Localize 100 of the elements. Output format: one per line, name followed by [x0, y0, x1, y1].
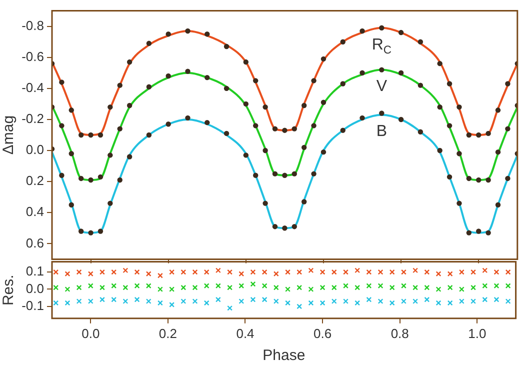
point: [253, 78, 258, 84]
point: [398, 116, 404, 122]
point: [59, 172, 64, 178]
point: [486, 230, 491, 236]
point: [253, 172, 258, 178]
point: [412, 284, 418, 290]
y-tick-label: -0.6: [22, 48, 44, 64]
point: [301, 199, 307, 204]
point: [389, 300, 395, 306]
point: [446, 81, 452, 86]
y-tick-label: -0.4: [22, 80, 44, 96]
point: [53, 269, 59, 275]
point: [185, 115, 190, 121]
point: [98, 228, 104, 234]
point: [301, 102, 307, 108]
series-label: B: [376, 123, 387, 140]
y-tick-label: 0.2: [26, 173, 44, 188]
point: [272, 171, 278, 176]
y-tick-label: 0.4: [26, 204, 44, 220]
point: [296, 284, 302, 290]
point: [282, 226, 288, 231]
y-tick-label: 0.0: [26, 280, 44, 296]
point: [482, 268, 488, 274]
point: [378, 269, 384, 275]
point: [166, 31, 171, 37]
point: [458, 269, 464, 275]
point: [273, 284, 279, 290]
point: [389, 284, 395, 290]
point: [250, 269, 256, 275]
point: [340, 39, 346, 44]
point: [320, 300, 326, 306]
point: [320, 100, 326, 105]
y-axis-title: Res.: [0, 274, 18, 306]
point: [400, 298, 406, 304]
point: [424, 284, 430, 290]
x-tick-label: 0.0: [82, 326, 100, 341]
point: [273, 271, 279, 277]
point: [308, 286, 314, 292]
point: [292, 171, 297, 176]
point: [418, 82, 424, 88]
point: [466, 132, 472, 138]
point: [238, 298, 244, 304]
point: [146, 298, 152, 304]
point: [424, 296, 430, 302]
point: [262, 200, 268, 206]
point: [253, 123, 258, 128]
point: [76, 284, 82, 290]
point: [486, 130, 491, 136]
point: [146, 271, 152, 277]
point: [412, 298, 418, 304]
point: [53, 300, 59, 306]
point: [331, 284, 337, 290]
point: [158, 300, 163, 306]
point: [146, 84, 152, 90]
point: [117, 177, 122, 183]
point: [126, 59, 132, 65]
point: [68, 151, 74, 156]
point: [378, 283, 384, 289]
point: [340, 81, 346, 86]
point: [379, 25, 384, 30]
point: [53, 284, 59, 290]
point: [59, 80, 64, 85]
point: [466, 176, 472, 182]
point: [292, 224, 297, 230]
point: [476, 132, 482, 138]
point: [308, 300, 314, 306]
point: [126, 102, 132, 108]
point: [320, 269, 326, 275]
point: [166, 122, 171, 127]
point: [134, 283, 140, 289]
point: [320, 149, 326, 155]
point: [436, 271, 442, 277]
point: [366, 283, 372, 289]
point: [482, 283, 488, 289]
point: [126, 154, 132, 160]
point: [64, 271, 70, 277]
point: [169, 269, 175, 275]
point: [343, 283, 348, 289]
point: [262, 104, 268, 110]
line-series: [52, 68, 518, 182]
point: [412, 268, 418, 274]
y-tick-label: -0.2: [22, 111, 44, 126]
point: [458, 298, 464, 304]
point: [180, 269, 186, 275]
y-tick-label: 0.6: [26, 235, 44, 250]
y-tick-label: -0.1: [22, 298, 44, 313]
point: [78, 228, 84, 234]
point: [262, 148, 268, 154]
point: [343, 298, 348, 304]
point: [486, 177, 491, 183]
point: [495, 202, 501, 208]
point: [180, 298, 186, 304]
point: [447, 271, 453, 277]
point: [224, 44, 230, 50]
point: [379, 110, 384, 116]
point: [308, 268, 314, 274]
point: [331, 269, 337, 275]
point: [456, 151, 462, 156]
point: [64, 286, 70, 292]
point: [418, 129, 424, 134]
